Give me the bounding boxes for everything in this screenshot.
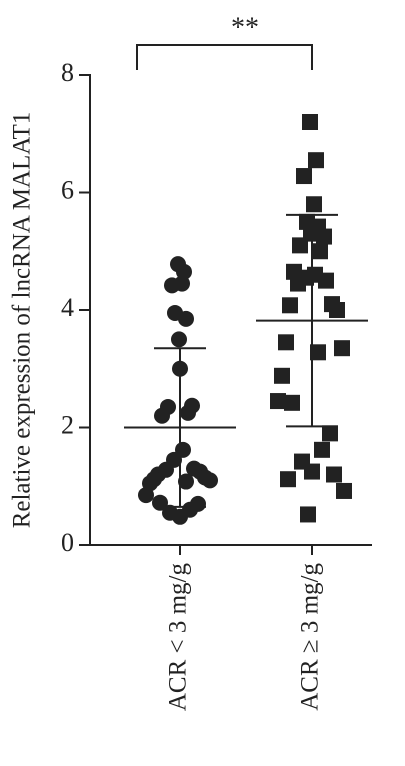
data-point [316,228,332,245]
data-point [329,302,345,318]
data-point [336,482,352,499]
data-point [334,340,350,357]
data-point [292,237,308,254]
y-tick-label: 4 [61,293,74,322]
data-point [326,466,342,483]
data-point [176,263,192,280]
data-point [302,114,318,130]
y-tick-label: 0 [61,528,74,557]
data-point [171,331,187,348]
data-point [202,472,218,489]
data-point [138,487,154,504]
data-point [290,275,306,292]
y-tick-label: 8 [61,58,74,87]
data-point [314,441,330,458]
data-point [308,152,324,169]
data-point [310,344,326,361]
data-point [178,310,194,327]
data-point [280,471,296,488]
data-point [180,404,196,421]
sd-bar [154,347,206,508]
sd-bar [286,213,338,428]
data-point [296,168,312,185]
data-point [154,407,170,424]
x-tick-label: ACR ≥ 3 mg/g [297,563,324,711]
data-point [312,243,328,260]
data-point [322,425,338,442]
data-point [304,463,320,480]
y-tick-label: 2 [61,410,74,439]
x-tick-label: ACR < 3 mg/g [165,563,192,712]
data-point [282,297,298,314]
significance-bracket [136,44,313,70]
data-point [300,506,316,523]
data-point [318,272,334,289]
data-point [278,334,294,351]
significance-label: ** [231,12,259,43]
data-point [178,473,194,490]
data-point [306,196,322,213]
y-tick-label: 6 [61,175,74,204]
data-point [172,508,188,525]
data-point [174,275,190,292]
data-point [270,393,286,410]
y-axis-label: Relative expression of lncRNA MALAT1 [9,112,36,529]
data-point [284,394,300,411]
data-point [274,367,290,384]
